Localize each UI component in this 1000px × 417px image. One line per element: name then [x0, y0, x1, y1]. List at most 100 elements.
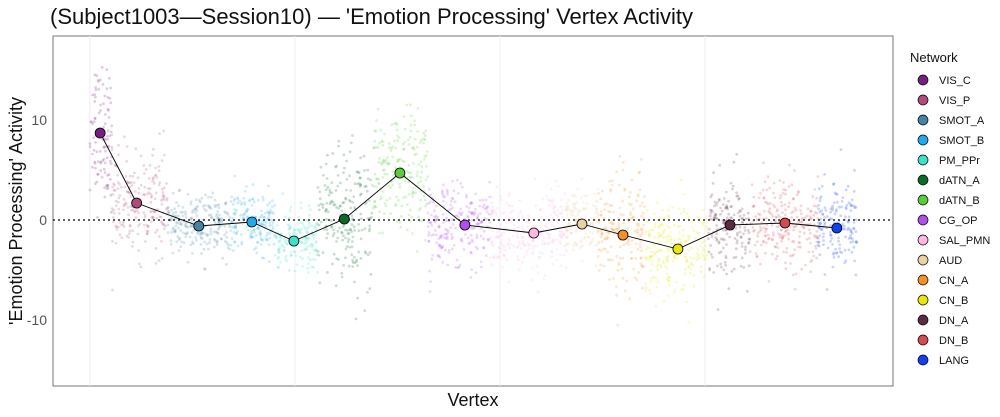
vertex-point: [109, 86, 112, 90]
vertex-point: [118, 194, 122, 197]
vertex-point: [531, 266, 534, 270]
vertex-point: [345, 159, 348, 163]
vertex-point: [289, 253, 293, 257]
vertex-point: [447, 209, 451, 212]
vertex-point: [355, 258, 359, 262]
vertex-point: [664, 236, 668, 239]
vertex-point: [584, 215, 587, 219]
vertex-point: [519, 209, 523, 213]
vertex-point: [300, 227, 304, 231]
vertex-point: [423, 238, 427, 242]
vertex-point: [820, 209, 823, 213]
vertex-point: [181, 210, 185, 214]
vertex-point: [672, 254, 676, 257]
vertex-point: [176, 221, 179, 225]
vertex-point: [808, 232, 812, 235]
vertex-point: [516, 258, 520, 262]
vertex-point: [139, 154, 143, 158]
vertex-point: [102, 125, 105, 129]
vertex-point: [221, 256, 225, 260]
vertex-point: [449, 200, 453, 203]
vertex-point: [265, 233, 269, 237]
vertex-point: [282, 249, 286, 252]
vertex-point: [623, 289, 627, 293]
vertex-point: [259, 243, 263, 246]
vertex-point: [339, 204, 342, 208]
vertex-point: [548, 199, 552, 203]
vertex-point: [231, 217, 235, 220]
vertex-point: [800, 224, 804, 228]
vertex-point: [341, 225, 345, 229]
vertex-point: [497, 235, 500, 239]
vertex-point: [653, 252, 656, 256]
vertex-point: [250, 204, 254, 207]
vertex-point: [751, 205, 755, 209]
vertex-point: [756, 231, 760, 235]
vertex-point: [410, 192, 414, 196]
vertex-point: [617, 222, 621, 226]
vertex-point: [830, 237, 834, 240]
vertex-point: [260, 223, 264, 226]
legend-key-sal_pmn: [917, 234, 929, 246]
vertex-point: [368, 227, 372, 231]
vertex-point: [808, 236, 811, 240]
vertex-point: [277, 250, 280, 254]
legend-label: SMOT_B: [939, 135, 984, 147]
vertex-point: [406, 203, 409, 206]
vertex-point: [218, 224, 222, 228]
vertex-point: [346, 232, 350, 235]
vertex-point: [850, 231, 854, 235]
vertex-point: [406, 228, 409, 232]
vertex-point: [609, 189, 613, 193]
vertex-point: [610, 226, 613, 230]
vertex-point: [443, 195, 447, 199]
vertex-point: [661, 236, 665, 240]
vertex-point: [314, 233, 318, 237]
vertex-point: [833, 212, 837, 216]
vertex-point: [157, 259, 161, 263]
vertex-point: [247, 199, 251, 203]
vertex-point: [407, 143, 411, 146]
vertex-point: [657, 260, 660, 263]
vertex-point: [115, 227, 119, 231]
vertex-point: [128, 224, 132, 227]
vertex-point: [666, 247, 670, 251]
vertex-point: [474, 192, 478, 196]
vertex-point: [403, 127, 407, 131]
vertex-point: [373, 205, 377, 209]
vertex-point: [285, 243, 289, 246]
vertex-point: [573, 220, 577, 224]
vertex-point: [693, 236, 697, 240]
vertex-point: [752, 204, 756, 208]
vertex-point: [735, 239, 739, 243]
vertex-point: [615, 285, 618, 289]
vertex-point: [150, 216, 154, 219]
vertex-point: [656, 263, 660, 267]
vertex-point: [429, 221, 433, 225]
vertex-point: [358, 185, 362, 188]
vertex-point: [137, 224, 140, 228]
vertex-point: [445, 228, 449, 232]
vertex-point: [527, 213, 530, 217]
vertex-point: [272, 212, 275, 215]
vertex-point: [589, 242, 592, 245]
vertex-point: [277, 239, 280, 243]
vertex-point: [739, 210, 742, 213]
vertex-point: [497, 255, 501, 259]
vertex-point: [378, 231, 381, 235]
vertex-point: [342, 153, 346, 157]
vertex-point: [515, 234, 519, 238]
vertex-point: [343, 166, 346, 170]
vertex-point: [832, 182, 836, 186]
vertex-point: [706, 237, 710, 241]
vertex-point: [215, 240, 219, 244]
vertex-point: [575, 244, 579, 247]
vertex-point: [649, 292, 653, 295]
vertex-point: [96, 173, 99, 176]
vertex-point: [266, 203, 269, 207]
vertex-point: [215, 214, 218, 218]
vertex-point: [350, 253, 354, 257]
vertex-point: [796, 190, 800, 193]
vertex-point: [234, 211, 237, 215]
vertex-point: [517, 240, 521, 244]
